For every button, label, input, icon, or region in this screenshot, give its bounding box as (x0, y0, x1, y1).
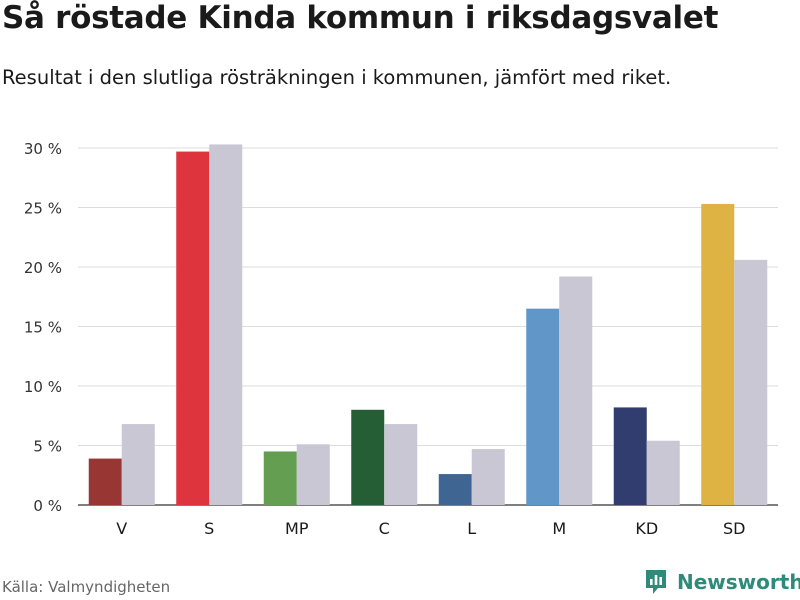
bar-riket-l (471, 449, 505, 505)
brand-name: Newsworthy (677, 570, 800, 594)
x-tick-label: C (379, 519, 390, 538)
x-tick-label: KD (635, 519, 658, 538)
x-tick-label: MP (285, 519, 309, 538)
bar-kommun-mp (263, 451, 297, 505)
bar-kommun-s (176, 151, 210, 505)
bar-kommun-sd (701, 203, 735, 505)
bar-riket-sd (734, 259, 768, 505)
y-tick-label: 15 % (24, 319, 62, 337)
newsworthy-logo-icon (646, 570, 666, 594)
y-tick-label: 30 % (24, 140, 62, 158)
bar-kommun-l (438, 474, 472, 505)
bar-riket-kd (646, 440, 680, 505)
y-tick-label: 10 % (24, 378, 62, 396)
bar-riket-c (384, 424, 418, 505)
bar-riket-mp (296, 444, 330, 505)
bar-riket-v (121, 424, 155, 505)
y-tick-label: 25 % (24, 200, 62, 218)
chart-subtitle: Resultat i den slutliga rösträkningen i … (2, 66, 672, 89)
bar-riket-s (209, 144, 243, 505)
bar-riket-m (559, 276, 593, 505)
x-tick-label: L (467, 519, 476, 538)
source-note: Källa: Valmyndigheten (2, 578, 171, 596)
x-tick-label: V (116, 519, 127, 538)
bar-kommun-v (88, 458, 122, 505)
y-tick-label: 5 % (33, 438, 62, 456)
x-tick-label: S (204, 519, 214, 538)
y-tick-label: 0 % (33, 497, 62, 515)
y-tick-label: 20 % (24, 259, 62, 277)
bar-kommun-m (526, 308, 560, 505)
x-tick-label: SD (723, 519, 745, 538)
x-tick-label: M (552, 519, 566, 538)
chart-title: Så röstade Kinda kommun i riksdagsvalet (2, 0, 719, 36)
brand[interactable]: Newsworthy (644, 568, 800, 596)
bar-kommun-c (351, 409, 385, 505)
bar-kommun-kd (613, 407, 647, 505)
